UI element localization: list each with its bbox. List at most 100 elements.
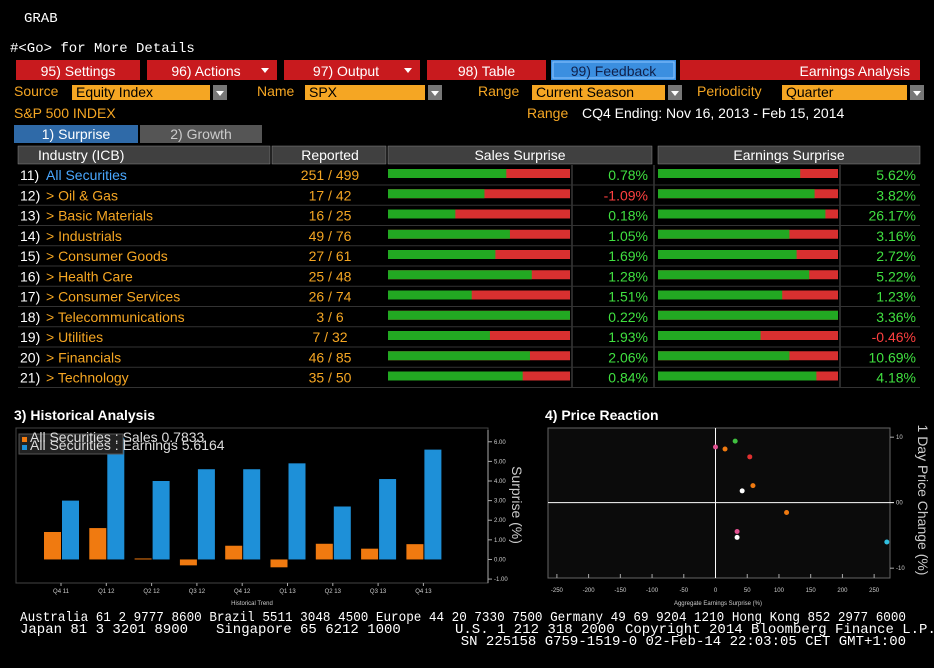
bar xyxy=(152,481,170,560)
bar xyxy=(197,469,215,560)
y-tick-label: 6.00 xyxy=(494,440,506,446)
earnings-surprise: 1.23% xyxy=(876,289,916,305)
reported: 7 / 32 xyxy=(312,329,347,345)
bar xyxy=(424,449,442,560)
sales-beat-bar-bg xyxy=(388,290,570,300)
menu-label[interactable]: 97) Output xyxy=(313,63,379,79)
dropdown-arrow xyxy=(261,68,269,73)
point xyxy=(747,454,753,460)
x-tick-label: 0 xyxy=(714,588,718,594)
menu-button[interactable] xyxy=(147,60,277,80)
industry-name[interactable]: > Telecommunications xyxy=(46,309,185,325)
menu-label[interactable]: 95) Settings xyxy=(41,63,116,79)
industry-name[interactable]: > Oil & Gas xyxy=(46,187,118,203)
tab[interactable] xyxy=(14,125,138,143)
earnings-beat-bar xyxy=(658,270,810,280)
reported: 3 / 6 xyxy=(316,309,343,325)
filter-field[interactable] xyxy=(72,85,210,100)
x-tick-label: Q4 13 xyxy=(415,589,432,595)
menu-button[interactable] xyxy=(16,60,140,80)
x-tick-label: 100 xyxy=(774,588,785,594)
sales-beat-bar xyxy=(388,229,510,239)
point xyxy=(734,534,740,540)
filter-value[interactable]: SPX xyxy=(309,84,338,100)
subtitle: #<Go> for More Details xyxy=(10,41,195,57)
point xyxy=(732,438,738,444)
industry-name[interactable]: > Utilities xyxy=(46,329,103,345)
filter-value[interactable]: Quarter xyxy=(786,84,834,100)
reported: 35 / 50 xyxy=(309,370,352,386)
tab-label[interactable]: 1) Surprise xyxy=(42,126,111,142)
y-tick-label: 00 xyxy=(896,501,903,507)
x-tick-label: Q2 13 xyxy=(325,589,342,595)
bar xyxy=(361,548,379,560)
filter-label: Source xyxy=(14,83,59,99)
sales-surprise: 0.78% xyxy=(608,167,648,183)
tab[interactable] xyxy=(140,125,262,143)
legend-label: All Securities : Sales 0.7833 xyxy=(30,429,205,445)
column-header xyxy=(387,145,653,165)
menu-button[interactable] xyxy=(551,60,676,80)
industry-name[interactable]: > Consumer Services xyxy=(46,289,180,305)
filter-field[interactable] xyxy=(305,85,425,100)
sales-surprise: 2.06% xyxy=(608,349,648,365)
industry-name[interactable]: > Technology xyxy=(46,370,129,386)
sales-beat-bar xyxy=(388,250,496,259)
earnings-surprise: -0.46% xyxy=(872,329,916,345)
bar xyxy=(333,506,351,560)
industry-name[interactable]: > Consumer Goods xyxy=(46,248,168,264)
x-tick-label: Q3 12 xyxy=(189,589,206,595)
range-value: CQ4 Ending: Nov 16, 2013 - Feb 15, 2014 xyxy=(582,105,844,121)
industry-name[interactable]: > Basic Materials xyxy=(46,208,153,224)
earnings-surprise: 26.17% xyxy=(869,208,916,224)
earnings-beat-bar xyxy=(658,250,797,259)
industry-name[interactable]: > Industrials xyxy=(46,228,122,244)
title: GRAB xyxy=(24,11,58,27)
industry-name[interactable]: All Securities xyxy=(46,167,127,183)
row-number: 14) xyxy=(20,228,40,244)
sales-surprise: 0.18% xyxy=(608,208,648,224)
y-tick-label: 0.00 xyxy=(494,557,506,563)
sales-surprise: 1.05% xyxy=(608,228,648,244)
bar xyxy=(406,544,424,560)
filter-field[interactable] xyxy=(782,85,907,100)
sales-beat-bar xyxy=(388,169,507,178)
menu-button[interactable] xyxy=(680,60,920,80)
earnings-surprise: 10.69% xyxy=(869,349,916,365)
x-tick-label: -200 xyxy=(583,588,596,594)
filter-value[interactable]: Equity Index xyxy=(76,84,153,100)
x-tick-label: Q1 12 xyxy=(98,589,115,595)
menu-label[interactable]: 96) Actions xyxy=(171,63,240,79)
footer-line: Copyright 2014 Bloomberg Finance L.P. xyxy=(625,622,934,638)
y-tick-label: 5.00 xyxy=(494,459,506,465)
industry-name[interactable]: > Health Care xyxy=(46,268,133,284)
filter-field[interactable] xyxy=(532,85,665,100)
x-axis-label: Historical Trend xyxy=(231,601,273,607)
column-header-label: Reported xyxy=(301,147,359,163)
dropdown-arrow xyxy=(404,68,412,73)
menu-button[interactable] xyxy=(284,60,420,80)
menu-button[interactable] xyxy=(427,60,546,80)
footer-line: Australia 61 2 9777 8600 Brazil 5511 304… xyxy=(20,610,906,626)
x-tick-label: 250 xyxy=(869,588,880,594)
menu-label[interactable]: 99) Feedback xyxy=(571,63,658,79)
earnings-beat-bar xyxy=(658,331,761,340)
sales-beat-bar xyxy=(388,331,490,340)
y-tick-label: 2.00 xyxy=(494,518,506,524)
point xyxy=(784,509,790,515)
filter-value[interactable]: Current Season xyxy=(536,84,634,100)
x-axis-label: Aggregate Earnings Surprise (%) xyxy=(674,601,762,607)
legend xyxy=(18,433,124,455)
industry-name[interactable]: > Financials xyxy=(46,349,121,365)
menu-label[interactable]: Earnings Analysis xyxy=(799,63,910,79)
earnings-beat-bar xyxy=(658,371,817,381)
sales-beat-bar xyxy=(388,209,456,219)
tab-label[interactable]: 2) Growth xyxy=(170,126,231,142)
bar xyxy=(107,437,125,560)
earnings-surprise: 3.82% xyxy=(876,187,916,203)
y-tick-label: 10 xyxy=(896,435,903,441)
bar xyxy=(179,559,197,566)
legend-swatch xyxy=(22,445,27,450)
menu-label[interactable]: 98) Table xyxy=(458,63,516,79)
